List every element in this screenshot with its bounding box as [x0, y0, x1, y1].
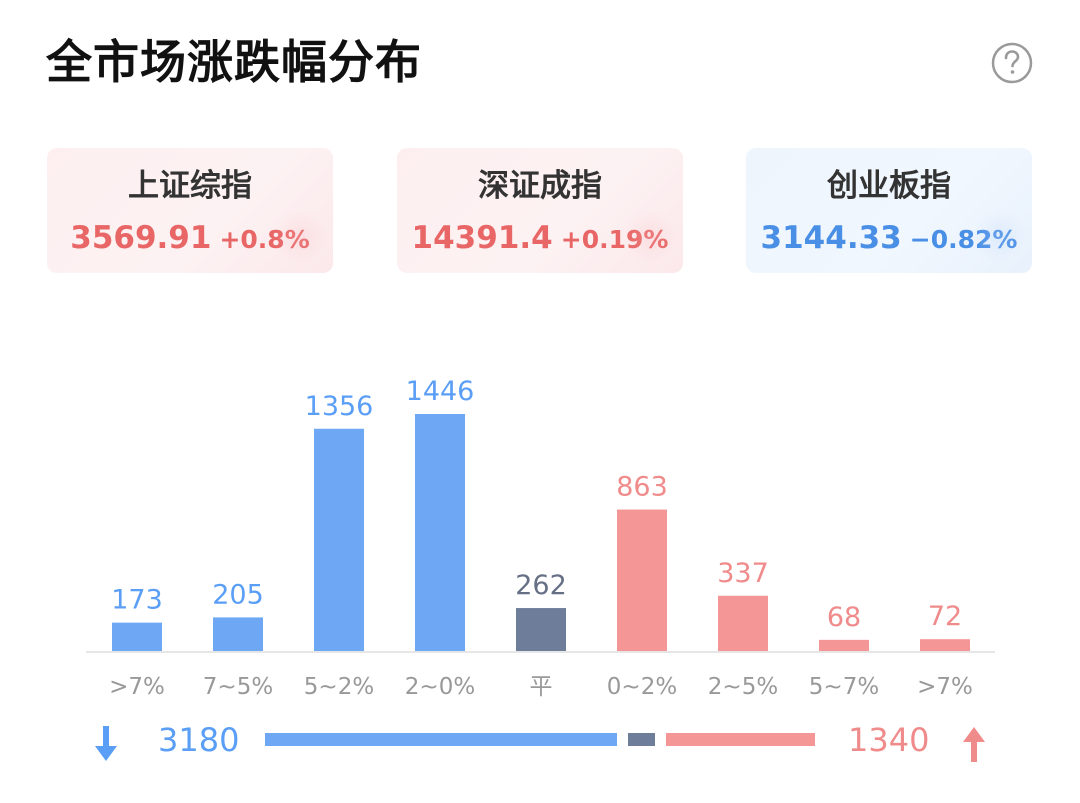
- bar-value-label: 863: [616, 472, 668, 503]
- page-title: 全市场涨跌幅分布: [46, 35, 422, 89]
- index-card-shenzhen[interactable]: 深证成指 14391.4 +0.19%: [397, 148, 683, 273]
- down-count: 3180: [158, 721, 240, 759]
- card-decoration: [972, 209, 1026, 263]
- index-name: 创业板指: [827, 168, 951, 204]
- up-count: 1340: [848, 721, 930, 759]
- card-decoration: [623, 209, 677, 263]
- bar-value-label: 68: [827, 602, 861, 633]
- x-tick-label: 7~5%: [203, 674, 273, 700]
- bar-value-label: 205: [212, 579, 264, 610]
- index-change: +0.19%: [560, 225, 669, 254]
- bar-value-label: 1446: [406, 376, 475, 407]
- arrow-down-icon: [95, 726, 117, 761]
- bar-3[interactable]: [415, 414, 465, 651]
- distribution-chart: 173 >7% 205 7~5% 1356 5~2% 1446 2~0% 262 平 863 0~2%…: [86, 376, 995, 700]
- summary-bar: 3180 1340: [0, 710, 1080, 770]
- bar-value-label: 72: [928, 601, 962, 632]
- bar-7[interactable]: [819, 639, 869, 651]
- down-ratio-bar: [265, 733, 617, 746]
- index-value: 14391.4: [411, 220, 553, 256]
- bar-value-label: 173: [111, 585, 163, 616]
- index-cards: 上证综指 3569.91 +0.8% 深证成指 14391.4 +0.19% 创业板…: [0, 0, 1080, 300]
- x-tick-label: 0~2%: [607, 674, 677, 700]
- arrow-up-icon: [963, 727, 985, 762]
- x-tick-label: 5~7%: [809, 674, 879, 700]
- question-circle-icon[interactable]: [991, 42, 1033, 84]
- bar-2[interactable]: [314, 428, 364, 651]
- bar-0[interactable]: [112, 622, 162, 651]
- index-card-shanghai[interactable]: 上证综指 3569.91 +0.8%: [47, 148, 333, 273]
- card-decoration: [273, 209, 327, 263]
- bar-value-label: 1356: [305, 391, 374, 422]
- bar-6[interactable]: [718, 595, 768, 651]
- x-tick-label: 2~5%: [708, 674, 778, 700]
- bar-5[interactable]: [617, 509, 667, 651]
- bar-value-label: 337: [717, 558, 769, 589]
- x-tick-label: 平: [530, 674, 553, 700]
- x-tick-label: 2~0%: [405, 674, 475, 700]
- index-name: 深证成指: [478, 168, 602, 204]
- index-name: 上证综指: [128, 168, 252, 204]
- bar-4[interactable]: [516, 608, 566, 651]
- bar-8[interactable]: [920, 639, 970, 651]
- x-tick-label: >7%: [917, 674, 973, 700]
- bar-value-label: 262: [515, 570, 567, 601]
- index-change: −0.82%: [909, 225, 1018, 254]
- index-value: 3144.33: [760, 220, 902, 256]
- index-card-chinext[interactable]: 创业板指 3144.33 −0.82%: [746, 148, 1032, 273]
- index-change: +0.8%: [219, 225, 310, 254]
- bar-1[interactable]: [213, 617, 263, 651]
- x-tick-label: >7%: [109, 674, 165, 700]
- x-tick-label: 5~2%: [304, 674, 374, 700]
- up-ratio-bar: [666, 733, 815, 746]
- flat-ratio-bar: [628, 733, 655, 746]
- index-value: 3569.91: [70, 220, 212, 256]
